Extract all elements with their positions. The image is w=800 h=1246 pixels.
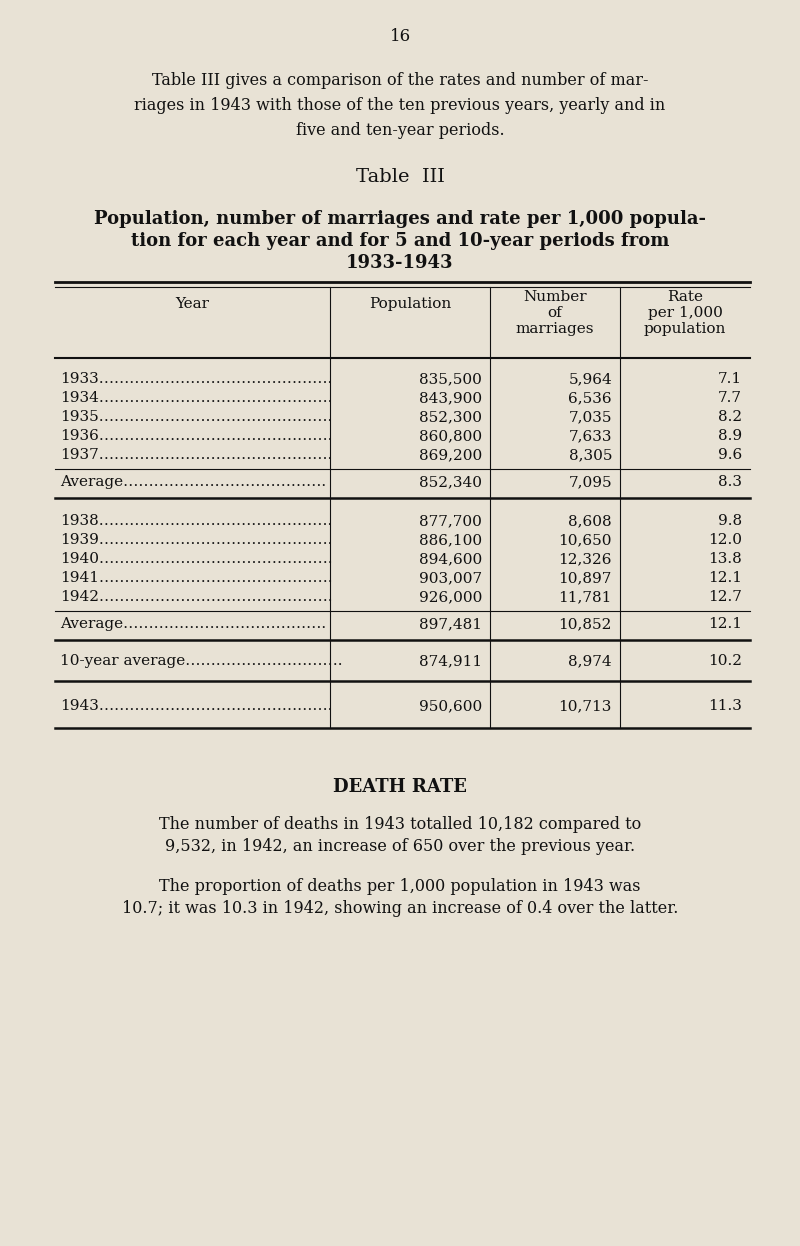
- Text: 12.1: 12.1: [708, 571, 742, 586]
- Text: Population, number of marriages and rate per 1,000 popula-: Population, number of marriages and rate…: [94, 211, 706, 228]
- Text: of: of: [548, 307, 562, 320]
- Text: 903,007: 903,007: [419, 571, 482, 586]
- Text: 869,200: 869,200: [418, 449, 482, 462]
- Text: DEATH RATE: DEATH RATE: [333, 778, 467, 796]
- Text: Table  III: Table III: [355, 168, 445, 186]
- Text: 860,800: 860,800: [419, 429, 482, 444]
- Text: 12,326: 12,326: [558, 552, 612, 566]
- Text: 886,100: 886,100: [419, 533, 482, 547]
- Text: 1933……………………………………….: 1933……………………………………….: [60, 373, 332, 386]
- Text: 10,713: 10,713: [558, 699, 612, 713]
- Text: 12.7: 12.7: [708, 591, 742, 604]
- Text: Table III gives a comparison of the rates and number of mar-: Table III gives a comparison of the rate…: [152, 72, 648, 88]
- Text: population: population: [644, 321, 726, 336]
- Text: per 1,000: per 1,000: [647, 307, 722, 320]
- Text: 10,897: 10,897: [558, 571, 612, 586]
- Text: 9.8: 9.8: [718, 515, 742, 528]
- Text: 7,035: 7,035: [569, 410, 612, 424]
- Text: 9,532, in 1942, an increase of 650 over the previous year.: 9,532, in 1942, an increase of 650 over …: [165, 839, 635, 855]
- Text: 926,000: 926,000: [418, 591, 482, 604]
- Text: 6,536: 6,536: [568, 391, 612, 405]
- Text: 8,608: 8,608: [568, 515, 612, 528]
- Text: 7.1: 7.1: [718, 373, 742, 386]
- Text: 10,650: 10,650: [558, 533, 612, 547]
- Text: 877,700: 877,700: [419, 515, 482, 528]
- Text: 10.7; it was 10.3 in 1942, showing an increase of 0.4 over the latter.: 10.7; it was 10.3 in 1942, showing an in…: [122, 900, 678, 917]
- Text: 8,305: 8,305: [569, 449, 612, 462]
- Text: 897,481: 897,481: [419, 617, 482, 630]
- Text: 11.3: 11.3: [708, 699, 742, 713]
- Text: 10.2: 10.2: [708, 654, 742, 668]
- Text: marriages: marriages: [516, 321, 594, 336]
- Text: 950,600: 950,600: [418, 699, 482, 713]
- Text: 9.6: 9.6: [718, 449, 742, 462]
- Text: riages in 1943 with those of the ten previous years, yearly and in: riages in 1943 with those of the ten pre…: [134, 97, 666, 113]
- Text: Year: Year: [175, 297, 209, 312]
- Text: The number of deaths in 1943 totalled 10,182 compared to: The number of deaths in 1943 totalled 10…: [159, 816, 641, 834]
- Text: 835,500: 835,500: [419, 373, 482, 386]
- Text: 16: 16: [390, 27, 410, 45]
- Text: 8.9: 8.9: [718, 429, 742, 444]
- Text: 11,781: 11,781: [558, 591, 612, 604]
- Text: 1936……………………………………….: 1936……………………………………….: [60, 429, 332, 444]
- Text: tion for each year and for 5 and 10-year periods from: tion for each year and for 5 and 10-year…: [131, 232, 669, 250]
- Text: 843,900: 843,900: [419, 391, 482, 405]
- Text: 1933-1943: 1933-1943: [346, 254, 454, 272]
- Text: 8.3: 8.3: [718, 475, 742, 488]
- Text: 13.8: 13.8: [708, 552, 742, 566]
- Text: 10-year average………………………….: 10-year average………………………….: [60, 654, 342, 668]
- Text: 852,340: 852,340: [419, 475, 482, 488]
- Text: 1939……………………………………….: 1939……………………………………….: [60, 533, 332, 547]
- Text: five and ten-year periods.: five and ten-year periods.: [296, 122, 504, 140]
- Text: 1940……………………………………….: 1940……………………………………….: [60, 552, 333, 566]
- Text: 894,600: 894,600: [418, 552, 482, 566]
- Text: 1937……………………………………….: 1937……………………………………….: [60, 449, 332, 462]
- Text: 874,911: 874,911: [419, 654, 482, 668]
- Text: 1941……………………………………….: 1941……………………………………….: [60, 571, 333, 586]
- Text: 1942……………………………………….: 1942……………………………………….: [60, 591, 333, 604]
- Text: 7,095: 7,095: [568, 475, 612, 488]
- Text: 8,974: 8,974: [568, 654, 612, 668]
- Text: Average………………………………….: Average………………………………….: [60, 475, 326, 488]
- Text: 1943……………………………………….: 1943……………………………………….: [60, 699, 332, 713]
- Text: The proportion of deaths per 1,000 population in 1943 was: The proportion of deaths per 1,000 popul…: [159, 878, 641, 895]
- Text: 1938……………………………………….: 1938……………………………………….: [60, 515, 332, 528]
- Text: 5,964: 5,964: [568, 373, 612, 386]
- Text: Rate: Rate: [667, 290, 703, 304]
- Text: Number: Number: [523, 290, 587, 304]
- Text: 12.0: 12.0: [708, 533, 742, 547]
- Text: 10,852: 10,852: [558, 617, 612, 630]
- Text: 7,633: 7,633: [569, 429, 612, 444]
- Text: Average………………………………….: Average………………………………….: [60, 617, 326, 630]
- Text: 12.1: 12.1: [708, 617, 742, 630]
- Text: 7.7: 7.7: [718, 391, 742, 405]
- Text: 852,300: 852,300: [419, 410, 482, 424]
- Text: 1935……………………………………….: 1935……………………………………….: [60, 410, 332, 424]
- Text: Population: Population: [369, 297, 451, 312]
- Text: 8.2: 8.2: [718, 410, 742, 424]
- Text: 1934……………………………………….: 1934……………………………………….: [60, 391, 332, 405]
